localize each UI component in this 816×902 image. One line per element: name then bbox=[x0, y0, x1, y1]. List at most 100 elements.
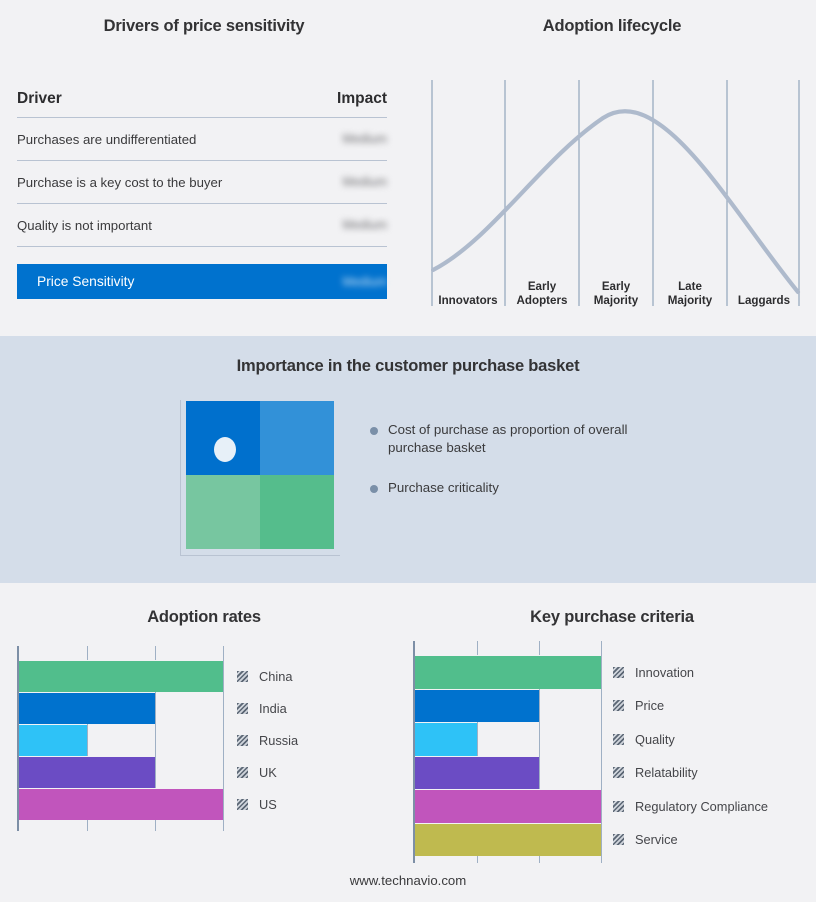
legend-label: Purchase criticality bbox=[388, 480, 499, 495]
position-marker-dot bbox=[214, 437, 236, 462]
stage-line1: Early bbox=[601, 280, 631, 293]
lifecycle-stage-laggards: Laggards bbox=[727, 268, 801, 308]
table-row: Purchases are undifferentiated Medium bbox=[17, 118, 387, 161]
drivers-panel-title: Drivers of price sensitivity bbox=[103, 17, 305, 35]
legend-item: Russia bbox=[237, 733, 298, 748]
legend-label: Cost of purchase as proportion of overal… bbox=[388, 422, 628, 455]
column-header-driver: Driver bbox=[17, 90, 62, 107]
bar-russia bbox=[19, 724, 87, 756]
bar-track bbox=[19, 692, 223, 724]
adoption-rates-chart bbox=[17, 646, 224, 831]
legend-swatch-hatched-icon bbox=[613, 834, 624, 846]
legend-swatch-hatched-icon bbox=[237, 799, 248, 810]
bar-uk bbox=[19, 756, 155, 788]
purchase-basket-legend: Cost of purchase as proportion of overal… bbox=[370, 421, 670, 519]
stage-line2: Laggards bbox=[737, 293, 791, 307]
legend-label: UK bbox=[259, 765, 277, 780]
legend-item: Relatability bbox=[613, 765, 698, 780]
legend-label: US bbox=[259, 797, 277, 812]
bar-track bbox=[415, 755, 601, 789]
gridline bbox=[87, 646, 88, 831]
drivers-panel: Drivers of price sensitivity Driver Impa… bbox=[0, 0, 408, 336]
table-row: Quality is not important Medium bbox=[17, 204, 387, 247]
adoption-lifecycle-title: Adoption lifecycle bbox=[542, 17, 682, 35]
quadrant-top-right bbox=[260, 401, 334, 475]
legend-item: Purchase criticality bbox=[370, 479, 670, 497]
stage-line2: Majority bbox=[593, 293, 639, 307]
table-row: Purchase is a key cost to the buyer Medi… bbox=[17, 161, 387, 204]
legend-item: Cost of purchase as proportion of overal… bbox=[370, 421, 670, 457]
driver-impact-redacted: Medium bbox=[342, 218, 387, 232]
stage-line2: Adopters bbox=[516, 293, 568, 307]
stage-line1: Late bbox=[678, 280, 702, 293]
gridline bbox=[155, 646, 156, 831]
bar-service bbox=[415, 822, 601, 856]
bar-track bbox=[415, 722, 601, 756]
legend-item: Innovation bbox=[613, 665, 694, 680]
key-purchase-criteria-title: Key purchase criteria bbox=[530, 608, 694, 626]
bar-regulatory-compliance bbox=[415, 789, 601, 823]
legend-label: India bbox=[259, 701, 287, 716]
lifecycle-curve-svg bbox=[431, 80, 801, 306]
legend-label: Price bbox=[635, 698, 665, 714]
lifecycle-stage-innovators: Innovators bbox=[431, 268, 505, 308]
price-sensitivity-label: Price Sensitivity bbox=[37, 274, 135, 289]
stage-line2: Majority bbox=[667, 293, 713, 307]
key-purchase-criteria-chart bbox=[413, 641, 602, 863]
gridline bbox=[223, 646, 224, 831]
lifecycle-stage-late-majority: Late Majority bbox=[653, 268, 727, 308]
legend-swatch-hatched-icon bbox=[613, 666, 624, 678]
legend-swatch-hatched-icon bbox=[613, 700, 624, 712]
bullet-dot-icon bbox=[370, 485, 378, 493]
legend-swatch-hatched-icon bbox=[237, 671, 248, 682]
driver-name: Quality is not important bbox=[17, 217, 152, 233]
bar-innovation bbox=[415, 655, 601, 689]
bar-us bbox=[19, 788, 223, 820]
bar-track bbox=[415, 655, 601, 689]
price-sensitivity-summary-row: Price Sensitivity Medium bbox=[17, 264, 387, 299]
key-purchase-criteria-panel: Key purchase criteria Innovation Price Qua… bbox=[408, 583, 816, 902]
lifecycle-stage-labels: Innovators Early Adopters Early Majority… bbox=[431, 268, 801, 308]
legend-swatch-hatched-icon bbox=[237, 735, 248, 746]
gridline bbox=[601, 641, 602, 863]
purchase-basket-panel: Importance in the customer purchase bask… bbox=[0, 336, 816, 583]
legend-item: Regulatory Compliance bbox=[613, 799, 768, 814]
key-purchase-criteria-legend: Innovation Price Quality Relatability Regula… bbox=[613, 641, 813, 863]
legend-label: Regulatory Compliance bbox=[635, 798, 769, 814]
top-section: Drivers of price sensitivity Driver Impa… bbox=[0, 0, 816, 336]
bar-india bbox=[19, 692, 155, 724]
adoption-lifecycle-chart bbox=[431, 80, 801, 306]
legend-item: Price bbox=[613, 698, 664, 713]
legend-item: India bbox=[237, 701, 287, 716]
gridline bbox=[539, 641, 540, 863]
bar-quality bbox=[415, 722, 477, 756]
price-sensitivity-impact-redacted: Medium bbox=[342, 274, 387, 289]
legend-label: China bbox=[259, 669, 293, 684]
stage-line1: Early bbox=[527, 280, 557, 293]
adoption-rates-panel: Adoption rates China India Russia UK US bbox=[0, 583, 408, 902]
legend-swatch-hatched-icon bbox=[613, 767, 624, 779]
legend-swatch-hatched-icon bbox=[237, 767, 248, 778]
lifecycle-stage-early-adopters: Early Adopters bbox=[505, 268, 579, 308]
bullet-dot-icon bbox=[370, 427, 378, 435]
bar-price bbox=[415, 688, 539, 722]
legend-swatch-hatched-icon bbox=[613, 733, 624, 745]
legend-label: Innovation bbox=[635, 664, 695, 680]
gridline bbox=[477, 641, 478, 863]
stage-line2: Innovators bbox=[438, 293, 498, 307]
legend-label: Relatability bbox=[635, 765, 698, 781]
driver-name: Purchases are undifferentiated bbox=[17, 131, 197, 147]
legend-item: Service bbox=[613, 832, 678, 847]
quadrant-bottom-left bbox=[186, 475, 260, 549]
bar-track bbox=[415, 688, 601, 722]
bar-track bbox=[415, 789, 601, 823]
bar-track bbox=[19, 756, 223, 788]
quadrant-matrix bbox=[186, 401, 334, 549]
bar-track bbox=[19, 660, 223, 692]
legend-item: Quality bbox=[613, 732, 675, 747]
adoption-bell-curve bbox=[431, 109, 801, 295]
legend-label: Quality bbox=[635, 731, 675, 747]
legend-item: China bbox=[237, 669, 292, 684]
adoption-lifecycle-panel: Adoption lifecycle Innovators bbox=[408, 0, 816, 336]
bar-track bbox=[19, 724, 223, 756]
